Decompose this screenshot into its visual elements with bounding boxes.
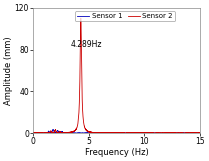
Sensor 1	[132, 132, 135, 134]
Sensor 2	[199, 132, 201, 134]
Sensor 1	[193, 132, 195, 134]
Sensor 2	[96, 132, 98, 133]
Sensor 1	[199, 132, 201, 134]
Sensor 2	[156, 132, 159, 134]
Sensor 2	[32, 132, 34, 134]
Text: 4.289Hz: 4.289Hz	[71, 40, 102, 49]
X-axis label: Frequency (Hz): Frequency (Hz)	[85, 148, 148, 157]
Sensor 1	[32, 132, 34, 134]
Sensor 2	[169, 132, 172, 134]
Y-axis label: Amplitude (mm): Amplitude (mm)	[4, 36, 13, 105]
Sensor 2	[140, 132, 143, 134]
Sensor 1	[140, 132, 143, 134]
Sensor 1	[96, 132, 98, 134]
Line: Sensor 1: Sensor 1	[33, 129, 200, 133]
Sensor 2	[62, 132, 65, 134]
Sensor 2	[80, 17, 82, 19]
Legend: Sensor 1, Sensor 2: Sensor 1, Sensor 2	[75, 11, 175, 21]
Sensor 1	[52, 128, 54, 130]
Sensor 1	[156, 132, 159, 134]
Sensor 2	[197, 132, 199, 134]
Sensor 1	[62, 132, 65, 134]
Line: Sensor 2: Sensor 2	[33, 18, 200, 133]
Sensor 2	[132, 132, 135, 134]
Sensor 1	[169, 132, 172, 134]
